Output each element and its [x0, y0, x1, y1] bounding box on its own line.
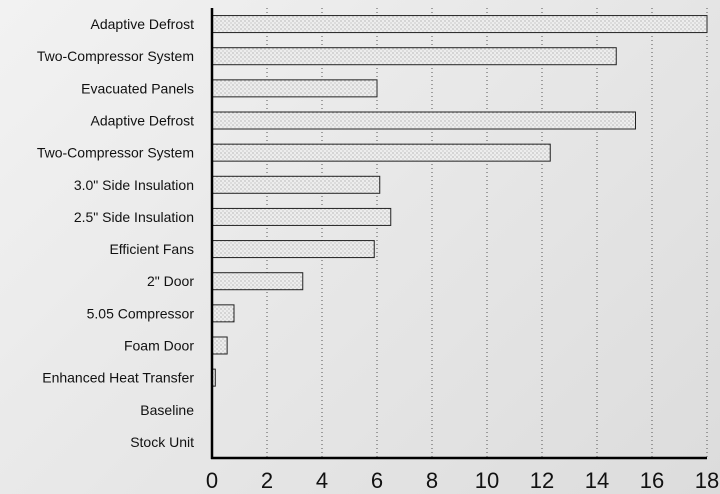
category-label: Baseline	[140, 402, 194, 418]
x-tick-label: 6	[371, 468, 383, 493]
category-label: 3.0" Side Insulation	[74, 177, 194, 193]
category-label: Enhanced Heat Transfer	[42, 370, 194, 386]
bar	[211, 15, 708, 34]
x-tick-labels: 0 2 4 6 8 10 12 14 16 18	[206, 468, 719, 493]
x-tick-label: 2	[261, 468, 273, 493]
x-tick-label: 8	[426, 468, 438, 493]
category-label: 2.5" Side Insulation	[74, 209, 194, 225]
x-tick-label: 12	[530, 468, 554, 493]
category-label: Stock Unit	[130, 434, 194, 450]
bar	[211, 175, 381, 194]
category-labels: Adaptive Defrost Two-Compressor System Eva…	[37, 16, 194, 450]
bar	[211, 79, 378, 98]
x-tick-label: 0	[206, 468, 218, 493]
bar	[211, 47, 617, 66]
bar	[211, 336, 228, 355]
category-label: 5.05 Compressor	[87, 305, 195, 321]
category-label: Two-Compressor System	[37, 145, 194, 161]
category-label: Adaptive Defrost	[91, 16, 195, 32]
x-tick-label: 4	[316, 468, 328, 493]
category-label: Foam Door	[124, 338, 194, 354]
bars-group	[211, 15, 708, 387]
bar	[211, 207, 392, 226]
bar	[211, 143, 551, 162]
bar	[211, 240, 375, 259]
x-tick-label: 14	[585, 468, 609, 493]
x-tick-label: 16	[640, 468, 664, 493]
category-label: Two-Compressor System	[37, 48, 194, 64]
x-tick-label: 10	[475, 468, 499, 493]
category-label: 2" Door	[147, 273, 194, 289]
category-label: Efficient Fans	[109, 241, 194, 257]
category-label: Adaptive Defrost	[91, 113, 195, 129]
gridlines	[266, 8, 708, 458]
bar	[211, 111, 636, 130]
category-label: Evacuated Panels	[81, 80, 194, 96]
bar	[211, 272, 304, 291]
x-tick-label: 18	[695, 468, 719, 493]
bar	[211, 304, 235, 323]
